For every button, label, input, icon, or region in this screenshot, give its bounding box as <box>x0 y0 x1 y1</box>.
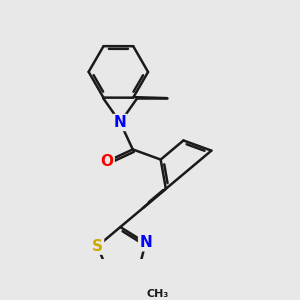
Text: S: S <box>92 238 103 253</box>
Text: O: O <box>101 154 114 169</box>
Text: N: N <box>139 235 152 250</box>
Text: CH₃: CH₃ <box>146 290 169 299</box>
Text: N: N <box>114 115 127 130</box>
